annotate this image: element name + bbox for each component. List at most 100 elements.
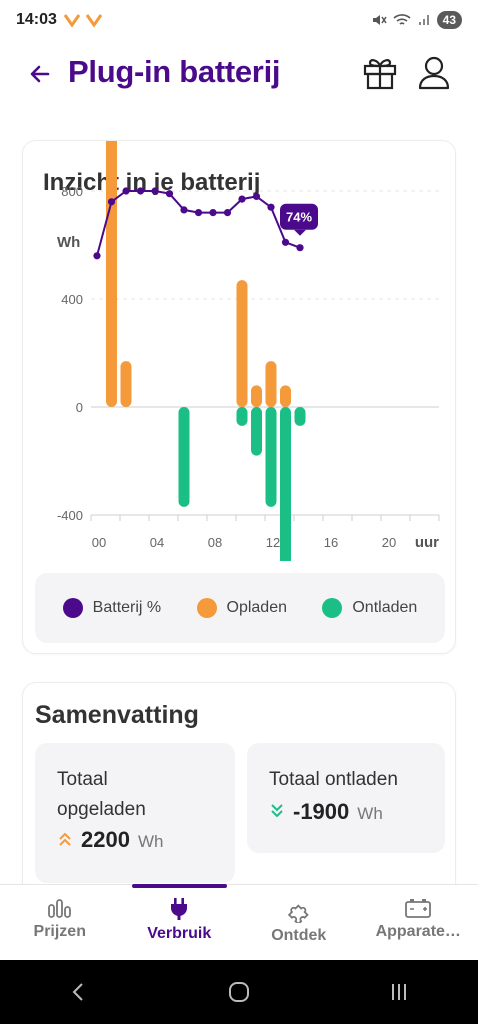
system-home-icon[interactable] <box>226 979 252 1005</box>
discharging-bar[interactable] <box>280 407 291 561</box>
legend-label-discharging: Ontladen <box>352 599 418 616</box>
charging-bar[interactable] <box>236 280 248 407</box>
summary-title: Samenvatting <box>35 701 199 729</box>
profile-button[interactable] <box>414 52 454 92</box>
x-tick-label: 12 <box>266 535 280 550</box>
mute-icon <box>372 15 387 25</box>
battery-insight-card: Inzicht in je batterij Wh8004000-400-800… <box>22 140 456 654</box>
tooltip-pointer <box>294 229 306 236</box>
summary-card: Samenvatting Totaal opgeladen 2200 Wh To… <box>22 682 456 902</box>
charged-value-row: 2200 Wh <box>57 827 163 853</box>
battery-point[interactable] <box>252 192 261 200</box>
battery-point[interactable] <box>267 203 275 211</box>
wifi-icon <box>393 14 411 25</box>
nav-label-ontdek: Ontdek <box>271 927 327 944</box>
charged-label-line1: Totaal <box>57 769 108 790</box>
y-tick-label: 0 <box>76 400 83 415</box>
discharging-bar[interactable] <box>178 407 190 507</box>
battery-point[interactable] <box>93 252 101 260</box>
battery-point[interactable] <box>180 206 188 214</box>
price-bars-icon <box>47 899 71 918</box>
y-tick-label: 800 <box>61 184 83 199</box>
user-icon <box>418 56 450 90</box>
app-header: Plug-in batterij <box>0 48 478 104</box>
charging-bar[interactable] <box>251 385 262 407</box>
back-button[interactable] <box>22 56 58 92</box>
legend-discharging[interactable]: Ontladen <box>322 598 417 618</box>
battery-line <box>96 190 301 257</box>
y-tick-label: -400 <box>57 508 83 523</box>
discharged-label: Totaal ontladen <box>269 769 398 790</box>
app-notification-icon <box>63 14 103 28</box>
x-tick-label: 00 <box>92 535 106 550</box>
charged-value: 2200 <box>81 827 130 852</box>
legend-dot-discharging <box>322 598 343 618</box>
legend-dot-battery <box>62 598 83 618</box>
legend-battery[interactable]: Batterij % <box>62 598 162 618</box>
battery-point[interactable] <box>296 244 304 252</box>
nav-verbruik[interactable]: Verbruik <box>120 884 240 960</box>
tooltip-label: 74% <box>286 210 312 225</box>
battery-point[interactable] <box>122 187 130 195</box>
battery-point[interactable] <box>281 238 290 246</box>
nav-ontdek[interactable]: Ontdek <box>239 885 359 960</box>
battery-point[interactable] <box>194 209 203 217</box>
discharged-value: -1900 <box>293 799 350 824</box>
x-tick-label: 08 <box>208 535 222 550</box>
charged-label-line2: opgeladen <box>57 799 146 820</box>
battery-point[interactable] <box>223 209 232 217</box>
legend-dot-charging <box>196 598 217 618</box>
discharging-bar[interactable] <box>236 407 248 426</box>
battery-device-icon <box>405 899 432 918</box>
chart-legend: Batterij % Opladen Ontladen <box>35 573 445 643</box>
total-charged-box: Totaal opgeladen 2200 Wh <box>35 743 235 883</box>
chevrons-up-icon <box>59 832 71 846</box>
nav-apparaten[interactable]: Apparate… <box>359 885 478 960</box>
plug-icon <box>171 898 188 920</box>
chevrons-down-icon <box>271 804 283 818</box>
system-recents-icon[interactable] <box>387 980 411 1004</box>
status-bar: 14:03 43 <box>0 0 478 40</box>
gift-icon <box>363 59 397 90</box>
puzzle-icon <box>287 904 309 923</box>
nav-prijzen[interactable]: Prijzen <box>0 885 120 960</box>
gift-button[interactable] <box>360 52 400 92</box>
arrow-left-icon <box>30 65 50 83</box>
legend-charging[interactable]: Opladen <box>196 598 288 618</box>
nav-label-verbruik: Verbruik <box>147 925 212 942</box>
battery-point[interactable] <box>165 190 174 198</box>
discharging-bar[interactable] <box>294 407 306 426</box>
charging-bar[interactable] <box>120 361 132 407</box>
legend-label-charging: Opladen <box>226 599 288 616</box>
x-tick-label: 16 <box>324 535 338 550</box>
battery-point[interactable] <box>238 195 246 203</box>
charging-bar[interactable] <box>265 361 277 407</box>
battery-level: 43 <box>436 11 462 29</box>
active-tab-indicator <box>131 884 227 888</box>
system-navigation-bar <box>0 960 478 1024</box>
battery-point[interactable] <box>209 209 217 217</box>
status-time: 14:03 <box>16 11 57 28</box>
x-tick-label: 20 <box>382 535 396 550</box>
y-axis-unit: Wh <box>57 234 80 251</box>
discharged-value-row: -1900 Wh <box>269 799 383 825</box>
battery-point[interactable] <box>136 187 145 195</box>
bottom-navigation: Prijzen Verbruik Ontdek Apparate… <box>0 884 478 960</box>
battery-point[interactable] <box>151 187 159 195</box>
charged-unit: Wh <box>137 832 164 851</box>
tooltip-bubble <box>280 203 318 230</box>
page-title: Plug-in batterij <box>68 54 281 89</box>
x-tick-label: 04 <box>150 535 164 550</box>
discharging-bar[interactable] <box>251 407 262 456</box>
y-tick-label: 400 <box>61 292 83 307</box>
nav-label-apparaten: Apparate… <box>375 923 461 940</box>
legend-label-battery: Batterij % <box>92 599 162 616</box>
battery-point[interactable] <box>107 198 116 206</box>
signal-icon <box>418 15 429 25</box>
charging-bar[interactable] <box>280 385 291 407</box>
system-back-icon[interactable] <box>67 980 91 1004</box>
charging-bar[interactable] <box>106 141 117 407</box>
x-axis-unit: uur <box>415 534 439 551</box>
discharging-bar[interactable] <box>265 407 277 507</box>
